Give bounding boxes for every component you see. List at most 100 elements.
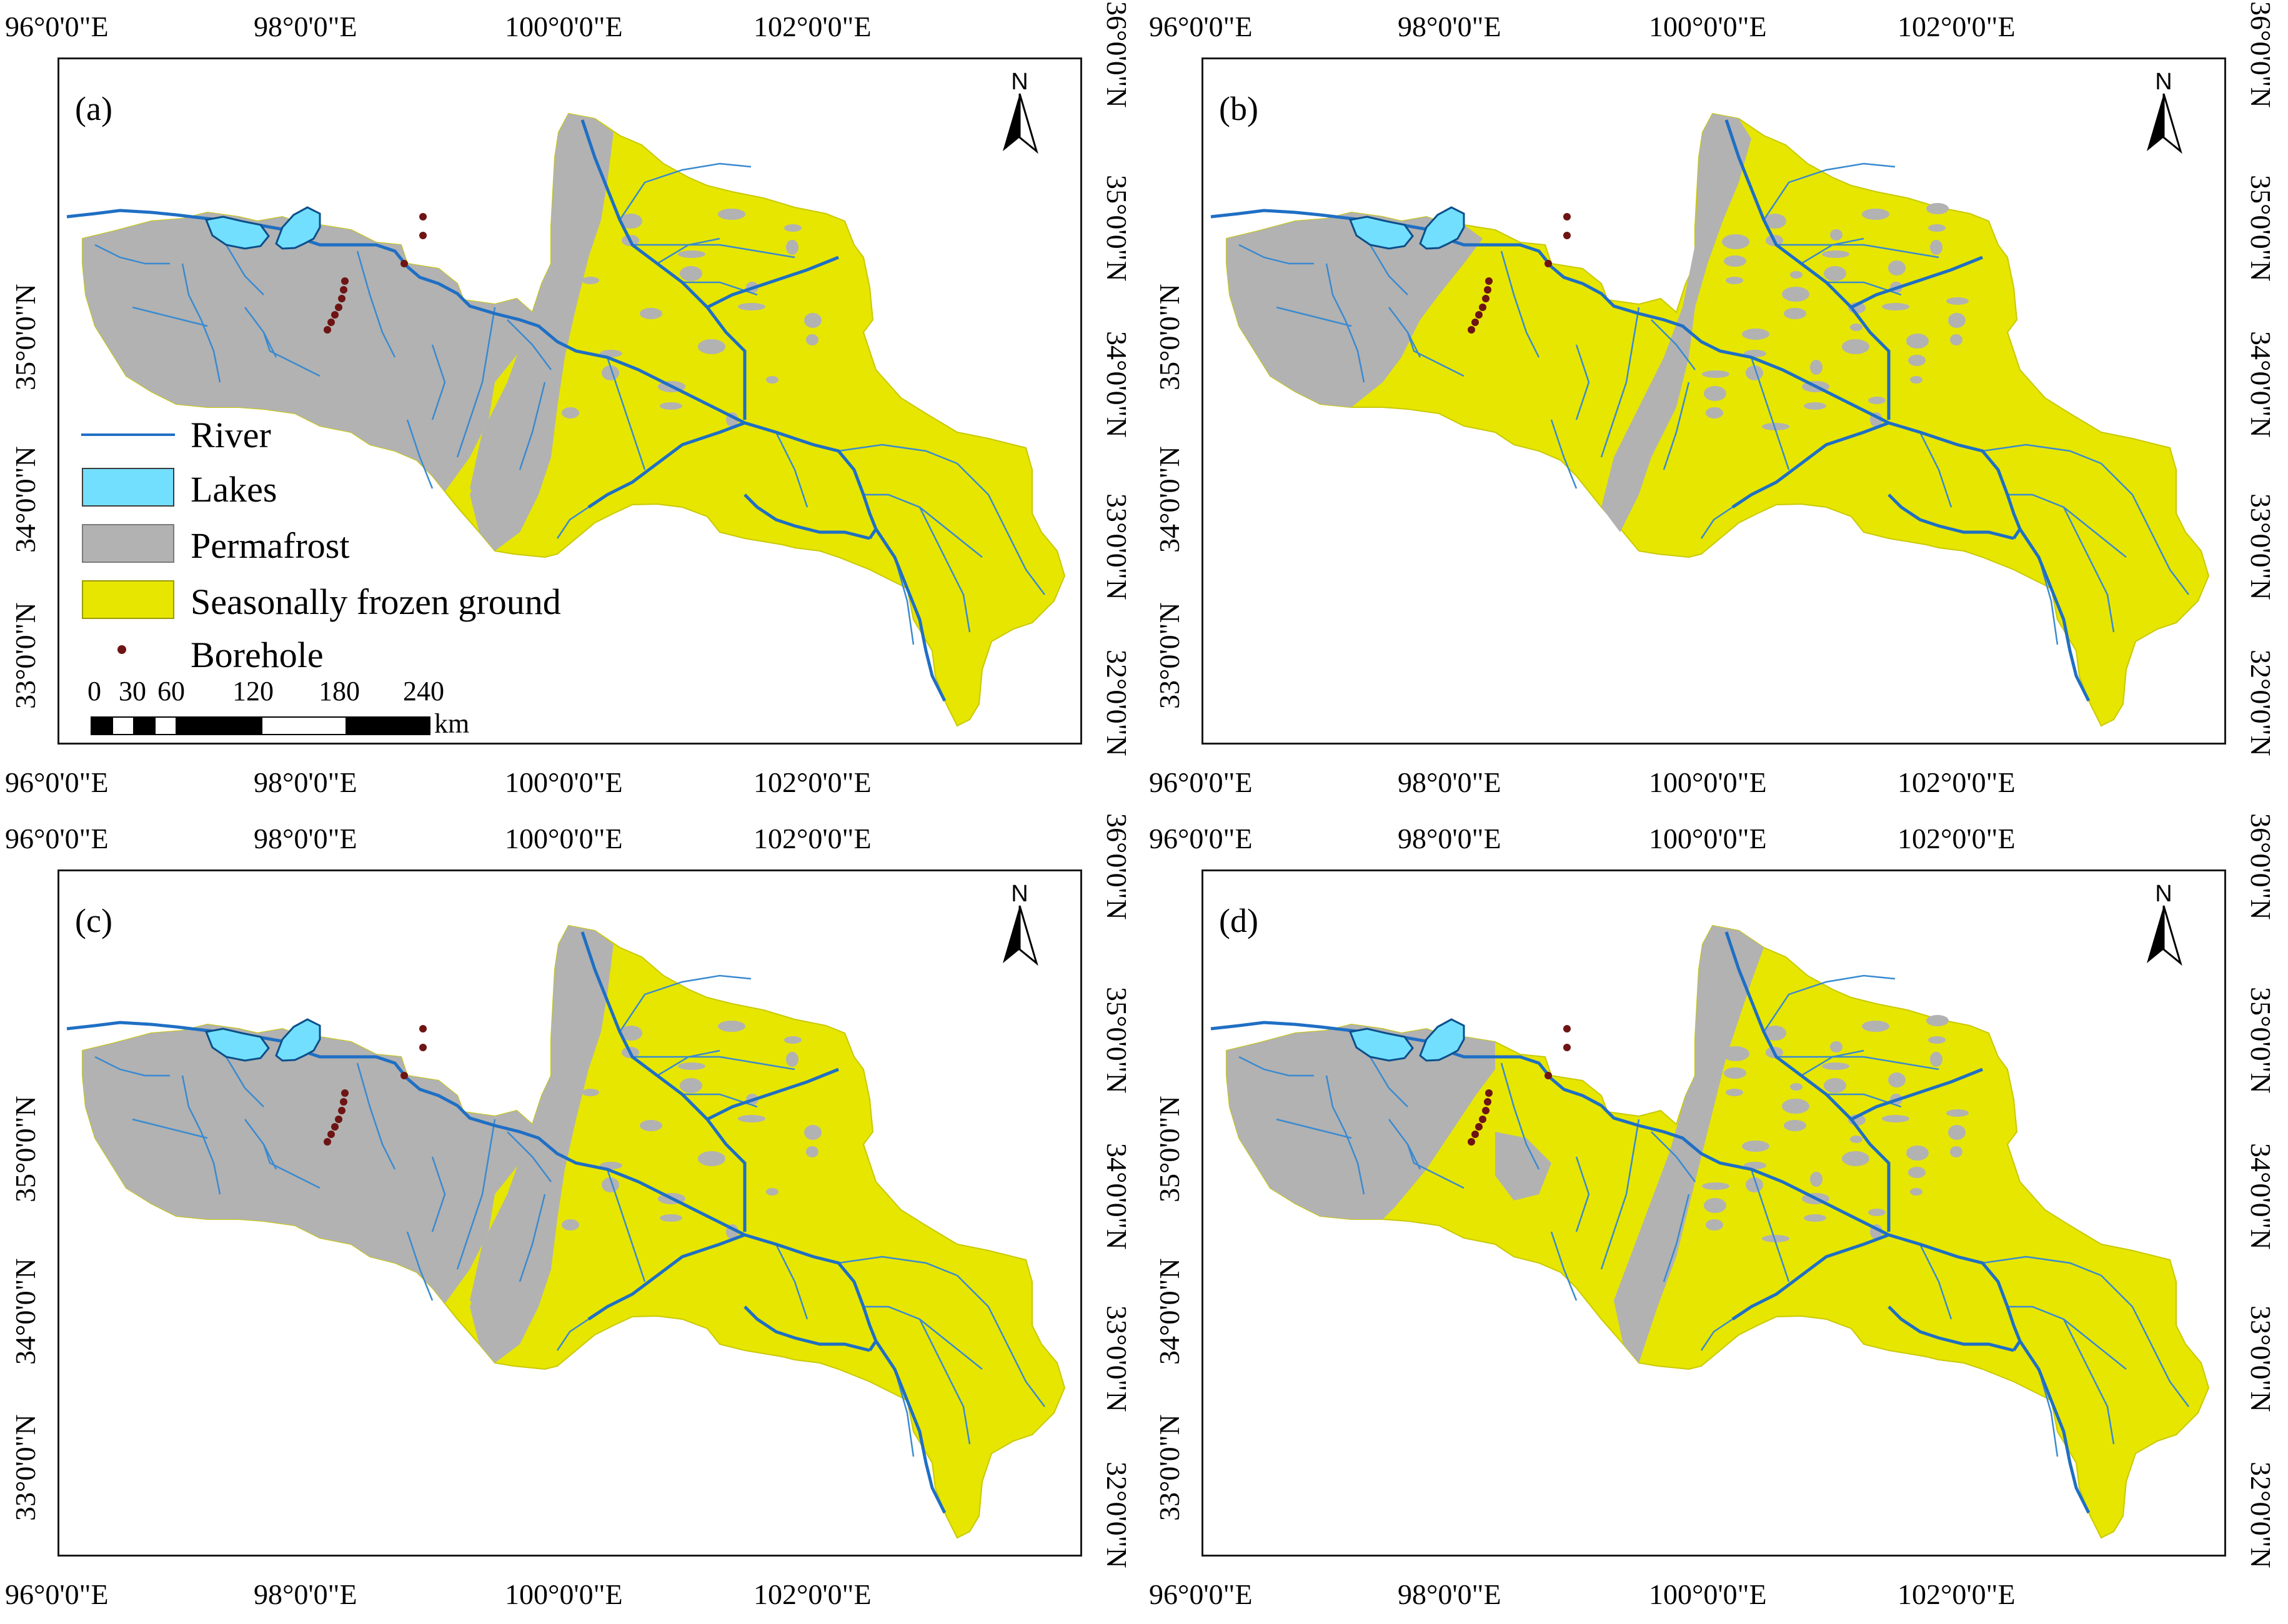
borehole-dot [1479, 304, 1486, 311]
lake [204, 1027, 270, 1062]
permafrost-patch [1868, 1209, 1886, 1216]
permafrost-patch [1726, 277, 1743, 284]
permafrost-patch [1708, 204, 1720, 211]
permafrost-patch [1928, 1036, 1946, 1044]
permafrost-patch [1804, 402, 1826, 410]
permafrost-patch [1850, 1136, 1863, 1143]
north-arrow-icon: N [2142, 70, 2186, 154]
bottom-longitude-label: 102°0'0"E [754, 766, 872, 798]
legend-item-seasonally-frozen: Seasonally frozen ground [62, 578, 625, 628]
permafrost-patch [1908, 1167, 1926, 1178]
left-latitude-label: 33°0'0"N [1153, 1414, 1185, 1521]
river-tributary [1750, 357, 1790, 470]
scale-tick-30: 30 [119, 676, 146, 706]
left-latitude-label: 33°0'0"N [9, 1414, 41, 1521]
right-latitude-label: 33°0'0"N [2245, 1305, 2277, 1412]
permafrost-patch [1910, 1188, 1922, 1196]
legend-label-river: River [191, 415, 271, 455]
bottom-longitude-label: 98°0'0"E [254, 766, 357, 798]
top-longitude-label: 96°0'0"E [1149, 11, 1253, 42]
river-tributary [2101, 1275, 2189, 1407]
borehole-dot [419, 213, 427, 220]
borehole-dot [1544, 1072, 1552, 1079]
permafrost-patch [1930, 1052, 1942, 1067]
legend-label-lakes: Lakes [191, 469, 277, 510]
river-tributary [507, 319, 552, 370]
permafrost-patch [718, 209, 745, 220]
river-tributary [456, 307, 496, 458]
permafrost-patch [602, 365, 619, 380]
permafrost-patch [1928, 224, 1946, 232]
top-longitude-label: 100°0'0"E [1649, 823, 1767, 854]
borehole-dot [419, 232, 427, 239]
permafrost-patch [1950, 334, 1962, 345]
bottom-longitude-label: 102°0'0"E [1898, 1578, 2016, 1610]
bottom-longitude-label: 102°0'0"E [1898, 766, 2016, 798]
permafrost-patch [1930, 240, 1942, 255]
river-tributary [456, 1119, 496, 1270]
river-tributary [1663, 382, 1690, 470]
borehole-dot [1471, 1131, 1479, 1138]
permafrost-patch [620, 1026, 642, 1041]
bottom-longitude-label: 96°0'0"E [5, 1578, 109, 1610]
permafrost-patch [1888, 1072, 1906, 1087]
river-tributary [132, 306, 208, 327]
north-arrow-icon: N [998, 882, 1042, 966]
right-latitude-label: 34°0'0"N [2245, 1143, 2277, 1250]
river-tributary [1276, 1118, 1352, 1139]
top-longitude-label: 96°0'0"E [1149, 823, 1253, 854]
permafrost-patch [1742, 329, 1769, 340]
river-tributary [1575, 1156, 1590, 1232]
river-main [744, 493, 870, 540]
legend-item-river: River [62, 412, 625, 462]
river-tributary [838, 1255, 958, 1277]
permafrost-patch [1784, 1120, 1806, 1131]
permafrost-patch [766, 1188, 778, 1196]
river-tributary [1663, 1194, 1690, 1282]
river-tributary [1801, 237, 1864, 265]
north-arrow-icon: N [998, 70, 1042, 154]
river-tributary [262, 332, 321, 377]
right-latitude-label: 32°0'0"N [1101, 1462, 1133, 1568]
river-main [1731, 1233, 1889, 1321]
left-latitude-label: 35°0'0"N [1153, 1096, 1185, 1202]
permafrost-patch [1810, 360, 1823, 375]
left-latitude-label: 33°0'0"N [9, 602, 41, 709]
permafrost-patch [698, 339, 725, 354]
legend-label-permafrost: Permafrost [191, 525, 350, 566]
right-latitude-label: 33°0'0"N [1101, 1305, 1133, 1412]
top-longitude-label: 100°0'0"E [1649, 11, 1767, 42]
borehole-dot [324, 326, 331, 334]
river-tributary [1763, 974, 1896, 1032]
river-tributary [1369, 1056, 1408, 1107]
borehole-dot [331, 1123, 339, 1131]
permafrost-patch [582, 277, 599, 284]
permafrost-patch [1764, 1026, 1786, 1041]
top-longitude-label: 100°0'0"E [505, 11, 623, 42]
borehole-dot [1563, 1025, 1571, 1032]
lake [1348, 215, 1414, 250]
permafrost-patch [1746, 365, 1763, 380]
right-latitude-label: 35°0'0"N [2245, 987, 2277, 1094]
permafrost-patch [1842, 339, 1869, 354]
river-main [706, 1067, 839, 1121]
right-latitude-label: 34°0'0"N [2245, 331, 2277, 438]
river-tributary [2101, 463, 2189, 595]
permafrost-patch [678, 250, 705, 258]
river-tributary [1651, 1131, 1696, 1182]
permafrost-patch [1702, 370, 1729, 378]
permafrost-patch [1946, 1109, 1969, 1117]
river-tributary [519, 382, 546, 470]
permafrost-patch [1882, 1115, 1909, 1122]
borehole-dot [340, 1098, 347, 1106]
river-tributary [1750, 1169, 1790, 1282]
river-tributary [181, 263, 221, 383]
permafrost-patch [1926, 203, 1949, 214]
borehole-dot-icon [117, 645, 126, 654]
river-tributary [1700, 1318, 1733, 1351]
right-latitude-label: 36°0'0"N [1101, 1, 1133, 108]
permafrost-patch [1706, 407, 1723, 418]
permafrost-area [1226, 212, 1483, 407]
borehole-dot [1468, 326, 1475, 334]
right-latitude-label: 36°0'0"N [2245, 1, 2277, 108]
